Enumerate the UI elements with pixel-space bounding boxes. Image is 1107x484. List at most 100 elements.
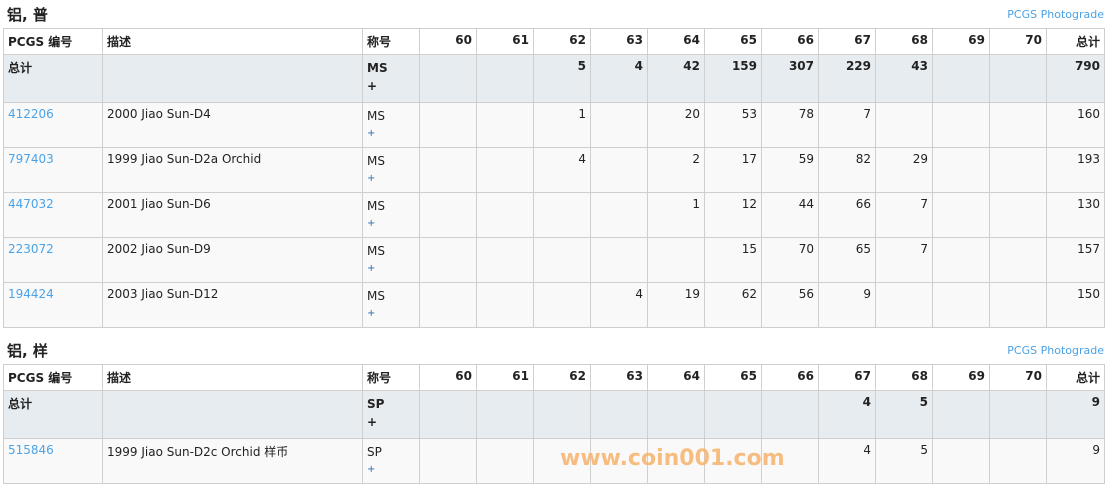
pcgs-id-link[interactable]: 412206 <box>8 107 54 121</box>
grade-count: 7 <box>818 102 876 148</box>
col-header-designation[interactable]: 称号 <box>362 28 420 55</box>
col-header-grade[interactable]: 66 <box>761 364 819 391</box>
photograde-link[interactable]: PCGS Photograde <box>1007 344 1104 357</box>
grade-count: 65 <box>818 237 876 283</box>
table-row: 412206 2000 Jiao Sun-D4 MS +1 20 53 78 7 160 <box>3 102 1105 148</box>
description: 2002 Jiao Sun-D9 <box>102 237 363 283</box>
grade-count: 42 <box>647 54 705 103</box>
plus-grade-link[interactable]: + <box>367 173 376 184</box>
col-header-grade[interactable]: 68 <box>875 364 933 391</box>
grade-count <box>875 102 933 148</box>
row-total: 130 <box>1046 192 1105 238</box>
plus-grade-link[interactable]: + <box>367 128 376 139</box>
grade-count <box>989 54 1047 103</box>
col-header-grade[interactable]: 70 <box>989 364 1047 391</box>
col-header-grade[interactable]: 69 <box>932 364 990 391</box>
pcgs-id-cell: 194424 <box>3 282 103 328</box>
grade-count <box>647 390 705 439</box>
grade-count: 62 <box>704 282 762 328</box>
watermark: www.coin001.com <box>560 446 785 471</box>
col-header-id[interactable]: PCGS 编号 <box>3 28 103 55</box>
plus-grade: + <box>367 415 378 429</box>
grade-count <box>761 438 819 484</box>
pcgs-id-cell: 797403 <box>3 147 103 193</box>
designation: MS <box>367 244 385 258</box>
grade-count <box>932 282 990 328</box>
grade-count <box>590 390 648 439</box>
col-header-total[interactable]: 总计 <box>1046 28 1105 55</box>
col-header-grade[interactable]: 66 <box>761 28 819 55</box>
grade-count <box>989 237 1047 283</box>
plus-grade-link[interactable]: + <box>367 218 376 229</box>
col-header-grade[interactable]: 61 <box>476 28 534 55</box>
col-header-desc[interactable]: 描述 <box>102 364 363 391</box>
col-header-grade[interactable]: 63 <box>590 364 648 391</box>
grade-count: 15 <box>704 237 762 283</box>
col-header-grade[interactable]: 62 <box>533 364 591 391</box>
grade-count <box>761 390 819 439</box>
plus-grade-link[interactable]: + <box>367 464 376 475</box>
grade-count: 1 <box>647 192 705 238</box>
grade-count <box>989 147 1047 193</box>
grade-count: 43 <box>875 54 933 103</box>
grade-count: 82 <box>818 147 876 193</box>
description: 1999 Jiao Sun-D2c Orchid 样币 <box>102 438 363 484</box>
col-header-id[interactable]: PCGS 编号 <box>3 364 103 391</box>
col-header-grade[interactable]: 64 <box>647 364 705 391</box>
grade-count: 17 <box>704 147 762 193</box>
col-header-grade[interactable]: 60 <box>419 28 477 55</box>
row-total: 9 <box>1046 390 1105 439</box>
col-header-desc[interactable]: 描述 <box>102 28 363 55</box>
pcgs-id-link[interactable]: 515846 <box>8 443 54 457</box>
col-header-grade[interactable]: 68 <box>875 28 933 55</box>
pcgs-id-link[interactable]: 223072 <box>8 242 54 256</box>
table-row: 194424 2003 Jiao Sun-D12 MS +4 19 62 56 9 150 <box>3 282 1105 328</box>
plus-grade-link[interactable]: + <box>367 263 376 274</box>
grade-count <box>476 282 534 328</box>
grade-count: 159 <box>704 54 762 103</box>
grade-count <box>533 282 591 328</box>
col-header-grade[interactable]: 67 <box>818 364 876 391</box>
col-header-grade[interactable]: 64 <box>647 28 705 55</box>
pcgs-id-link[interactable]: 797403 <box>8 152 54 166</box>
grade-count: 7 <box>875 237 933 283</box>
grade-count <box>533 192 591 238</box>
grade-count <box>476 102 534 148</box>
section-title: 铝, 样 <box>7 342 48 360</box>
col-header-grade[interactable]: 61 <box>476 364 534 391</box>
description: 1999 Jiao Sun-D2a Orchid <box>102 147 363 193</box>
col-header-designation[interactable]: 称号 <box>362 364 420 391</box>
col-header-grade[interactable]: 62 <box>533 28 591 55</box>
pcgs-id-link[interactable]: 447032 <box>8 197 54 211</box>
grade-count: 229 <box>818 54 876 103</box>
empty-cell <box>102 54 363 103</box>
grade-count: 20 <box>647 102 705 148</box>
designation: MS <box>367 199 385 213</box>
grade-count <box>704 390 762 439</box>
col-header-grade[interactable]: 60 <box>419 364 477 391</box>
grade-count <box>647 237 705 283</box>
col-header-grade[interactable]: 63 <box>590 28 648 55</box>
designation-cell: MS + <box>362 282 420 328</box>
col-header-grade[interactable]: 65 <box>704 28 762 55</box>
col-header-grade[interactable]: 65 <box>704 364 762 391</box>
population-table: PCGS 编号 描述 称号 60 61 62 63 64 65 66 67 68 69 70 总计 总计… <box>3 364 1105 484</box>
grade-count <box>989 102 1047 148</box>
row-total: 193 <box>1046 147 1105 193</box>
grade-count <box>419 390 477 439</box>
col-header-grade[interactable]: 67 <box>818 28 876 55</box>
grade-count: 53 <box>704 102 762 148</box>
grade-count <box>476 390 534 439</box>
designation-cell: MS + <box>362 147 420 193</box>
grade-count <box>419 147 477 193</box>
col-header-total[interactable]: 总计 <box>1046 364 1105 391</box>
grade-count: 307 <box>761 54 819 103</box>
grade-count <box>989 192 1047 238</box>
grade-count <box>419 102 477 148</box>
pcgs-id-link[interactable]: 194424 <box>8 287 54 301</box>
col-header-grade[interactable]: 70 <box>989 28 1047 55</box>
photograde-link[interactable]: PCGS Photograde <box>1007 8 1104 21</box>
plus-grade-link[interactable]: + <box>367 308 376 319</box>
col-header-grade[interactable]: 69 <box>932 28 990 55</box>
grade-count: 19 <box>647 282 705 328</box>
